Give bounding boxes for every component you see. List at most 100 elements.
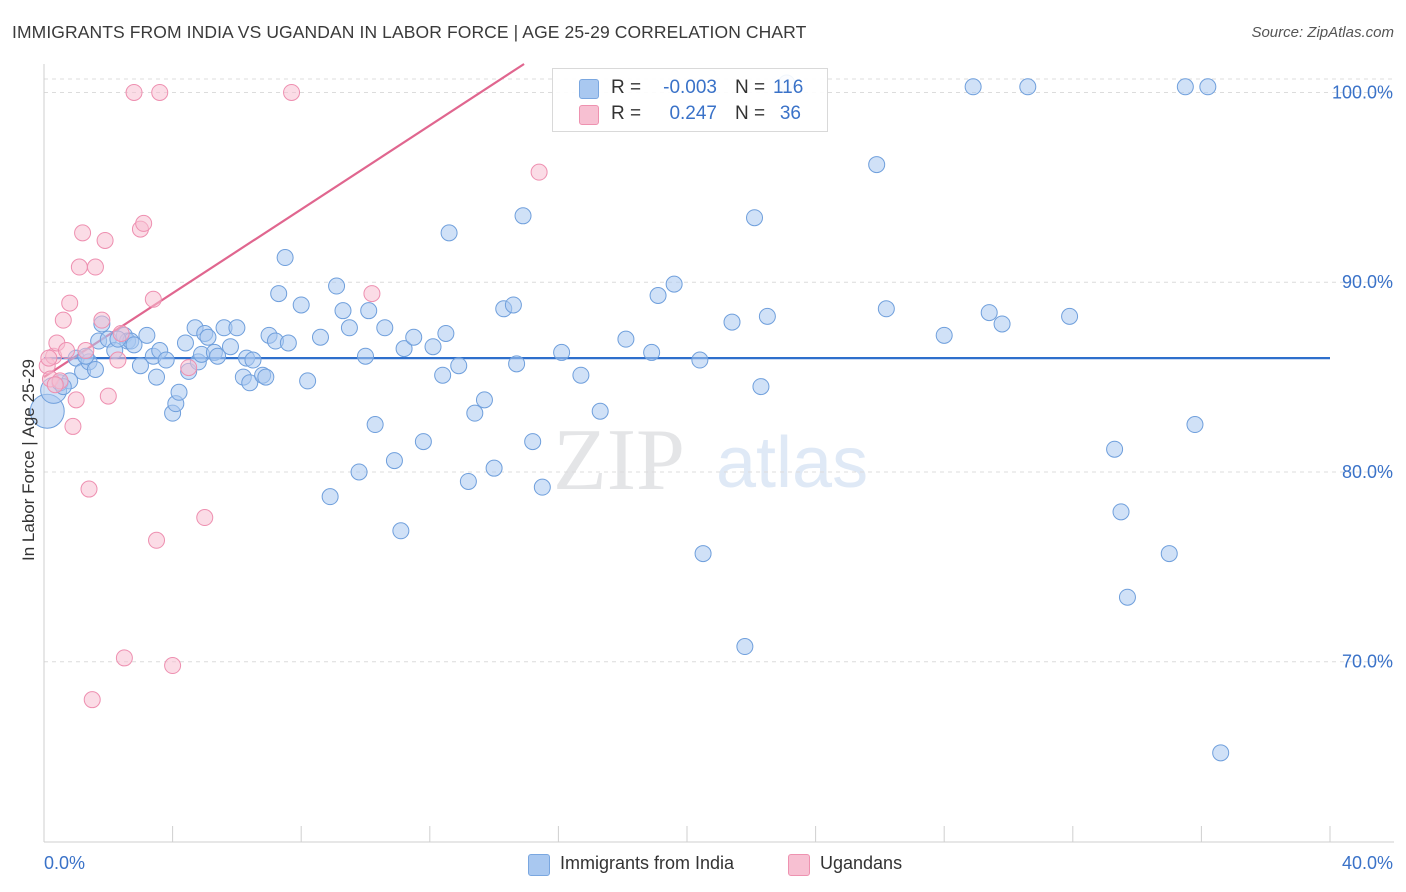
point-india — [508, 355, 526, 373]
point-india — [299, 372, 317, 390]
point-ugandans — [80, 480, 98, 498]
y-axis-title: In Labor Force | Age 25-29 — [19, 359, 38, 561]
point-india — [1106, 440, 1124, 458]
point-india — [395, 340, 413, 358]
point-india — [752, 378, 770, 396]
point-india — [643, 343, 661, 361]
point-ugandans — [77, 342, 95, 360]
point-india — [176, 334, 194, 352]
point-india — [1176, 78, 1194, 96]
series-legend-swatch — [788, 854, 810, 876]
point-india — [514, 207, 532, 225]
chart-title: IMMIGRANTS FROM INDIA VS UGANDAN IN LABO… — [12, 22, 807, 42]
point-india — [357, 347, 374, 365]
correlation-legend: R = -0.003 N = 116 R = 0.247 N = 36 — [552, 68, 828, 132]
axes — [43, 64, 1394, 843]
point-india — [665, 275, 683, 293]
legend-swatch-india — [579, 79, 599, 99]
point-ugandans — [112, 324, 130, 342]
point-india — [376, 319, 394, 337]
point-india — [170, 383, 188, 401]
point-india — [746, 209, 764, 227]
point-india — [524, 433, 542, 451]
point-india — [980, 304, 998, 322]
point-india — [350, 463, 368, 481]
point-india — [148, 368, 166, 386]
point-india — [466, 404, 484, 422]
point-india — [279, 334, 297, 352]
series-legend: Immigrants from India Ugandans — [0, 852, 1406, 878]
point-india — [868, 156, 886, 174]
legend-r-label: R = — [611, 77, 642, 98]
point-ugandans — [115, 649, 133, 667]
point-india — [533, 478, 551, 496]
point-india — [437, 324, 455, 342]
point-india — [228, 319, 246, 337]
point-india — [993, 315, 1011, 333]
point-india — [157, 351, 175, 369]
point-india — [86, 361, 104, 379]
point-india — [1019, 78, 1037, 96]
point-ugandans — [70, 258, 88, 276]
point-india — [311, 328, 329, 346]
point-india — [434, 366, 452, 384]
point-india — [617, 330, 635, 348]
point-india — [131, 357, 149, 375]
point-india — [392, 522, 410, 540]
legend-n-value: 36 — [779, 103, 801, 124]
point-ugandans — [74, 224, 92, 242]
point-india — [758, 307, 776, 325]
point-ugandans — [164, 657, 182, 675]
point-india — [209, 347, 227, 365]
point-ugandans — [151, 83, 169, 101]
point-india — [1112, 503, 1130, 521]
point-ugandans — [40, 349, 58, 367]
legend-r-value: 0.247 — [669, 103, 717, 124]
point-ugandans — [96, 231, 114, 249]
point-india — [321, 488, 339, 506]
point-ugandans — [530, 163, 548, 181]
point-india — [1061, 307, 1079, 325]
watermark-zip: ZIP — [553, 412, 685, 509]
point-ugandans — [125, 83, 143, 101]
point-india — [694, 545, 712, 563]
point-india — [723, 313, 741, 331]
point-india — [877, 300, 895, 318]
point-ugandans — [61, 294, 79, 312]
point-ugandans — [135, 214, 153, 232]
point-india — [649, 287, 667, 305]
y-tick-label: 100.0% — [1332, 82, 1393, 102]
point-ugandans — [64, 417, 82, 435]
y-tick-label: 80.0% — [1342, 462, 1393, 482]
point-india — [414, 433, 432, 451]
x-tick-label: 0.0% — [44, 853, 85, 873]
point-india — [276, 249, 294, 267]
y-tick-label: 90.0% — [1342, 272, 1393, 292]
point-ugandans — [109, 351, 127, 369]
point-india — [340, 319, 358, 337]
trend-line-ugandans — [43, 63, 525, 379]
legend-row-india: R = -0.003 N = 116 — [553, 75, 827, 101]
point-india — [334, 302, 352, 320]
point-india — [475, 391, 493, 409]
legend-r-value: -0.003 — [663, 77, 717, 98]
legend-n-label: N = — [735, 103, 766, 124]
legend-n-label: N = — [735, 77, 766, 98]
point-india — [553, 343, 571, 361]
data-points — [29, 74, 1230, 762]
point-ugandans — [180, 359, 198, 377]
point-ugandans — [54, 311, 72, 329]
watermark-atlas: atlas — [716, 423, 868, 503]
point-india — [1118, 588, 1136, 606]
point-india — [292, 296, 310, 314]
point-ugandans — [86, 258, 104, 276]
point-india — [1212, 744, 1230, 762]
legend-row-ugandans: R = 0.247 N = 36 — [553, 101, 827, 127]
point-india — [360, 302, 378, 320]
point-india — [270, 285, 288, 303]
point-india — [1186, 416, 1204, 434]
axis-labels: 70.0% 80.0% 90.0% 100.0% 0.0% 40.0% In Labor F… — [19, 82, 1393, 873]
legend-n-value: 116 — [773, 77, 804, 98]
point-ugandans — [93, 311, 111, 329]
